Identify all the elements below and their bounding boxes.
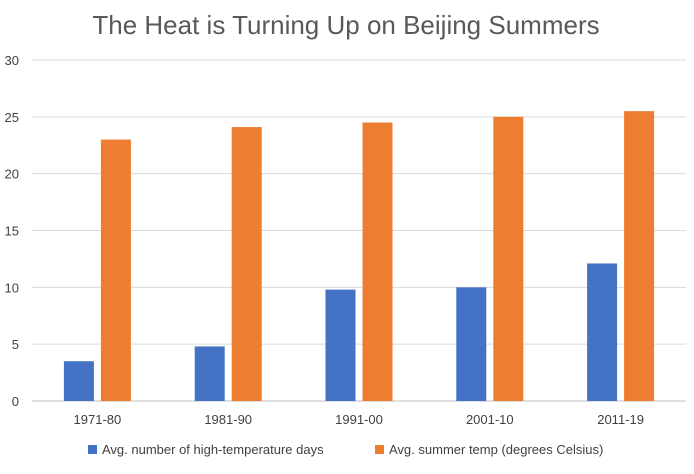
bar-high-temp-days-2011-19 (587, 263, 618, 401)
bar-high-temp-days-1971-80 (63, 361, 94, 401)
y-tick-label: 0 (12, 394, 19, 409)
y-axis-ticks: 0 5 10 15 20 25 30 (5, 53, 19, 409)
x-tick-label: 2011-19 (597, 412, 644, 427)
bar-high-temp-days-2001-10 (456, 287, 487, 401)
bar-summer-temp-1991-00 (362, 122, 393, 402)
y-tick-label: 5 (12, 337, 19, 352)
bar-summer-temp-2011-19 (624, 111, 655, 402)
x-axis-ticks: 1971-80 1981-90 1991-00 2001-10 2011-19 (74, 412, 644, 427)
bar-high-temp-days-1991-00 (325, 289, 356, 401)
bars (63, 111, 655, 402)
y-tick-label: 10 (5, 280, 19, 295)
bar-high-temp-days-1981-90 (194, 346, 225, 401)
legend: Avg. number of high-temperature days Avg.… (88, 442, 603, 457)
bar-summer-temp-1971-80 (100, 139, 131, 402)
y-tick-label: 20 (5, 167, 19, 182)
gridlines (32, 59, 686, 402)
y-tick-label: 30 (5, 53, 19, 68)
y-tick-label: 25 (5, 110, 19, 125)
legend-swatch (88, 445, 97, 454)
bar-summer-temp-1981-90 (231, 127, 262, 402)
y-tick-label: 15 (5, 224, 19, 239)
legend-label: Avg. number of high-temperature days (102, 442, 324, 457)
x-tick-label: 2001-10 (466, 412, 514, 427)
legend-swatch (375, 445, 384, 454)
x-tick-label: 1971-80 (74, 412, 122, 427)
legend-label: Avg. summer temp (degrees Celsius) (389, 442, 603, 457)
bar-summer-temp-2001-10 (493, 116, 524, 401)
chart-title: The Heat is Turning Up on Beijing Summer… (92, 10, 599, 40)
x-tick-label: 1991-00 (335, 412, 383, 427)
x-tick-label: 1981-90 (204, 412, 252, 427)
